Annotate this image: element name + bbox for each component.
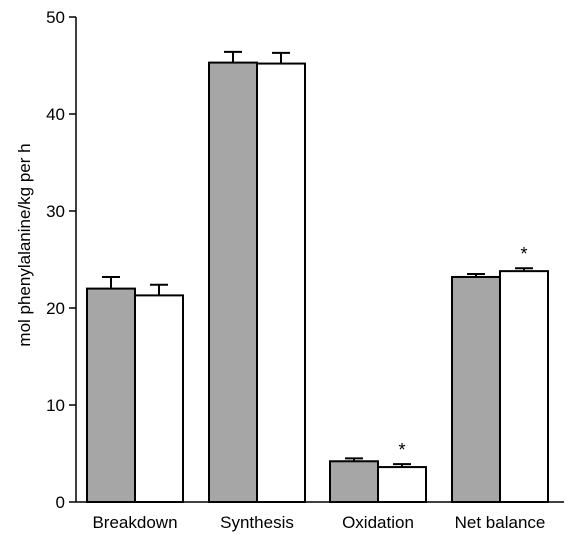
y-axis-title: mol phenylalanine/kg per h xyxy=(15,143,34,346)
bar-synthesis-s2 xyxy=(256,62,306,504)
significance-marker: * xyxy=(398,440,405,460)
y-tick-label: 0 xyxy=(56,493,65,512)
x-category-label: Breakdown xyxy=(92,513,177,532)
y-tick-label: 50 xyxy=(46,8,65,27)
x-category-label: Net balance xyxy=(455,513,546,532)
bar-breakdown-s2 xyxy=(134,294,184,504)
bar-net-balance-s1 xyxy=(451,275,501,503)
axes-group: 0 10 20 30 40 50 Breakdown Synthesis Oxidation Ne… xyxy=(46,8,564,532)
y-tick-label: 40 xyxy=(46,105,65,124)
x-category-label: Oxidation xyxy=(342,513,414,532)
x-category-label: Synthesis xyxy=(220,513,294,532)
bars-group: ** xyxy=(86,50,549,504)
bar-oxidation-s2 xyxy=(377,466,427,503)
bar-net-balance-s2 xyxy=(499,270,549,504)
bar-synthesis-s1 xyxy=(208,61,258,504)
significance-marker: * xyxy=(520,244,527,264)
bar-breakdown-s1 xyxy=(86,287,136,503)
y-tick-label: 20 xyxy=(46,299,65,318)
bar-oxidation-s1 xyxy=(329,460,379,504)
y-tick-label: 10 xyxy=(46,396,65,415)
y-tick-label: 30 xyxy=(46,202,65,221)
